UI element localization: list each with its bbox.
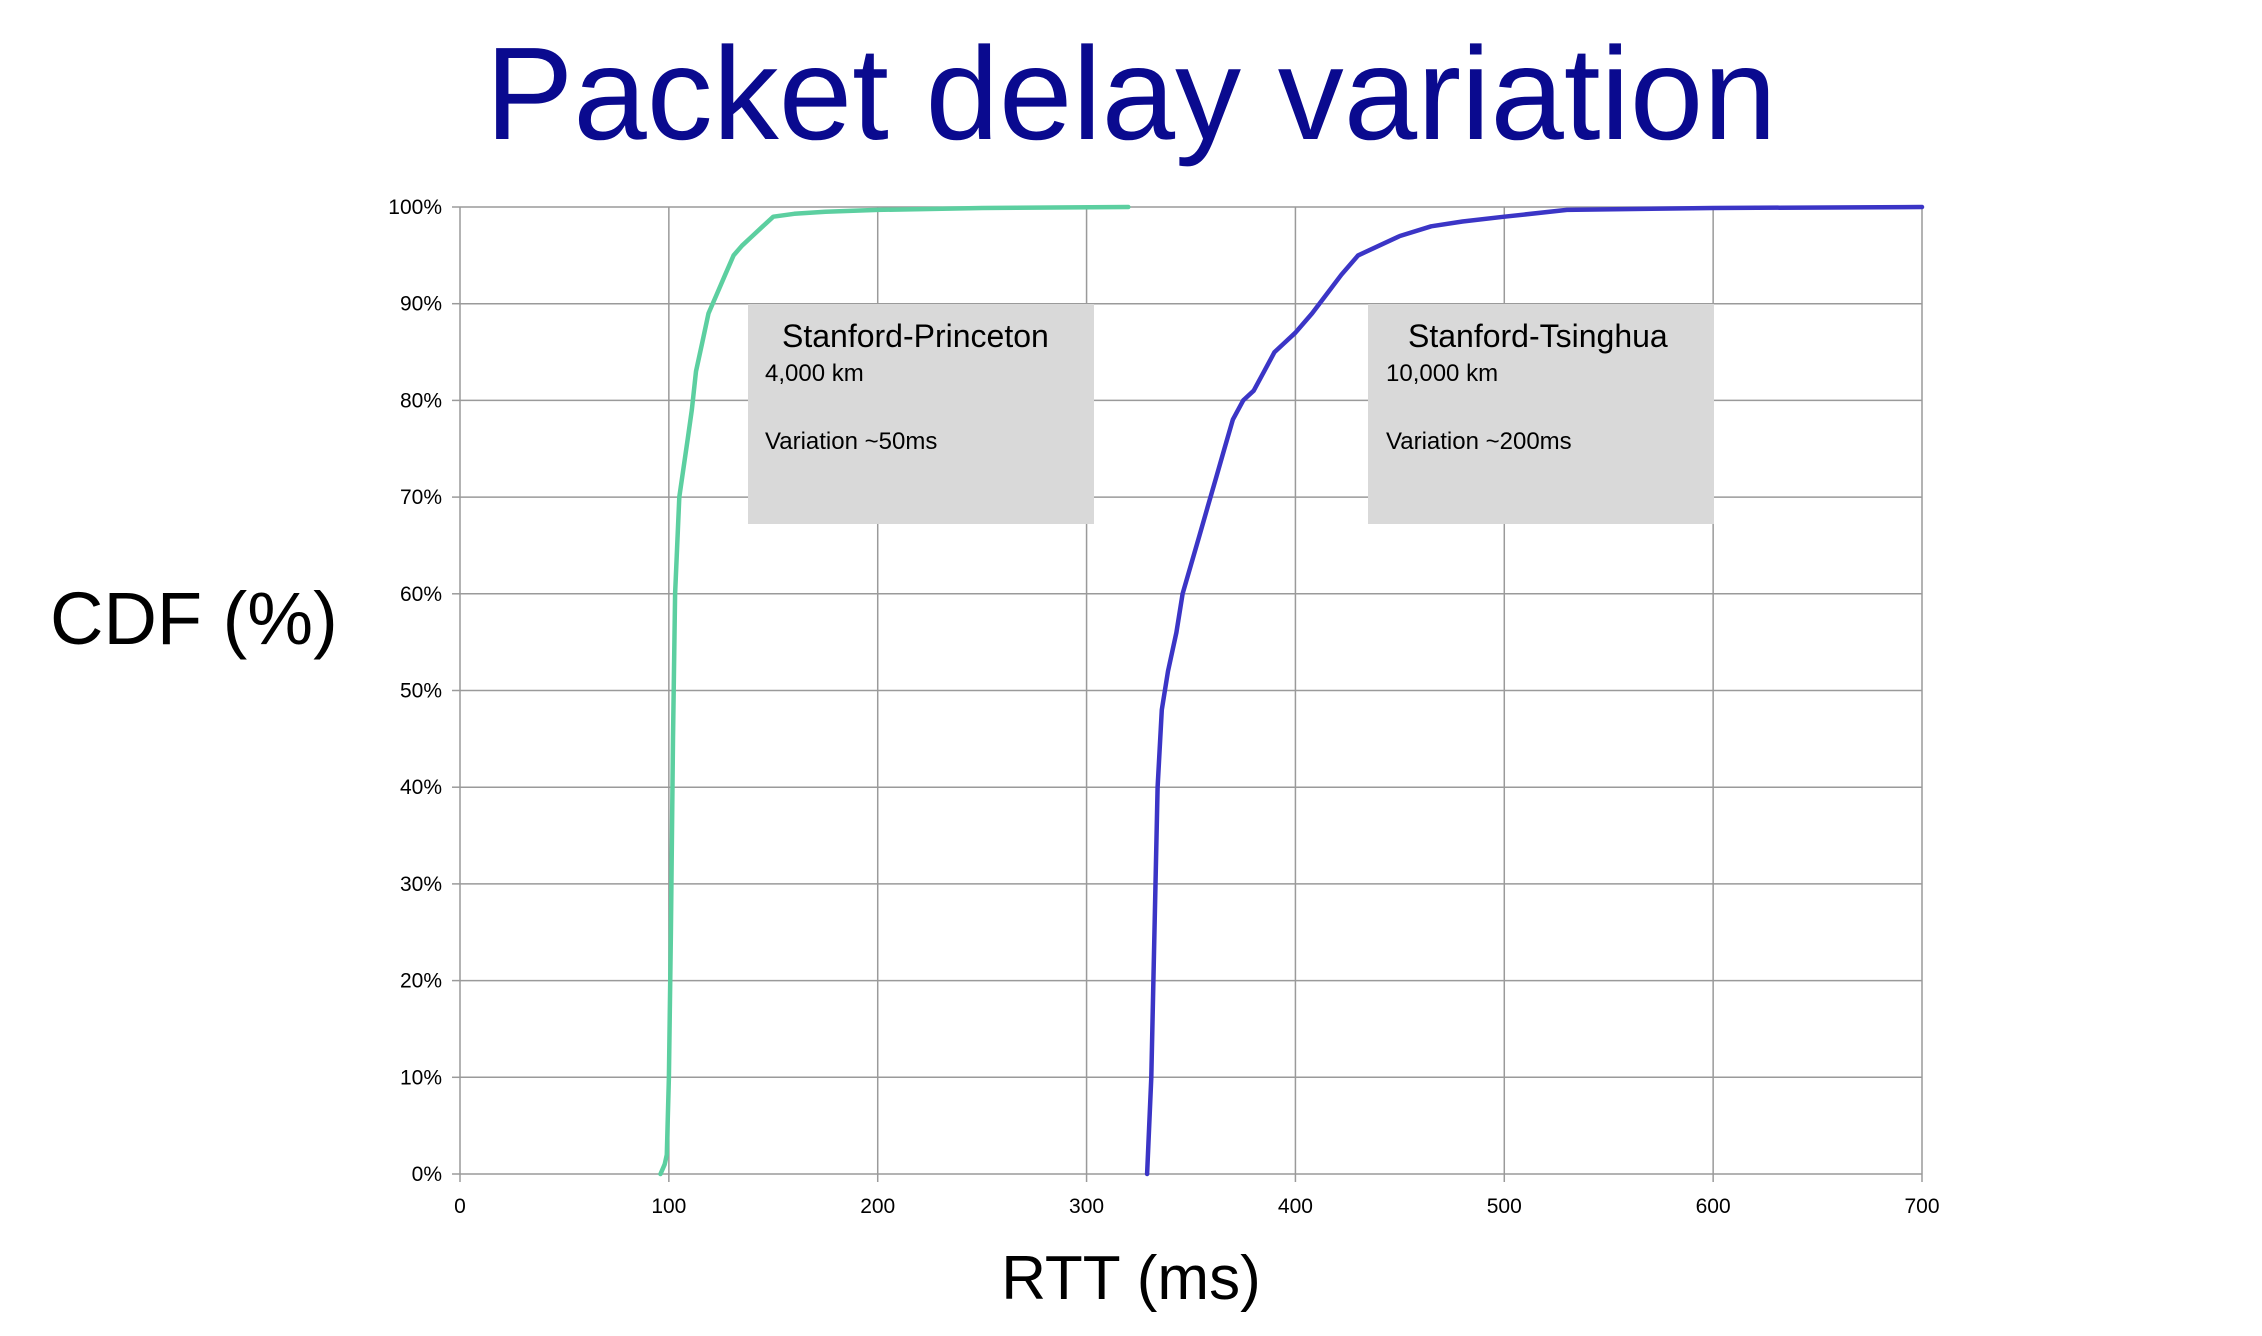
annotation-distance-princeton: 4,000 km [765, 360, 864, 387]
y-tick-label: 60% [400, 583, 442, 606]
y-tick-label: 70% [400, 486, 442, 509]
x-tick-label: 200 [860, 1195, 895, 1218]
y-tick-label: 10% [400, 1066, 442, 1089]
annotation-variation-tsinghua: Variation ~200ms [1386, 428, 1572, 455]
annotation-box-tsinghua: Stanford-Tsinghua 10,000 km Variation ~2… [1368, 304, 1714, 524]
annotation-distance-tsinghua: 10,000 km [1386, 360, 1499, 387]
y-tick-label: 100% [388, 196, 442, 219]
y-axis-title: CDF (%) [50, 577, 338, 660]
x-tick-label: 100 [651, 1195, 686, 1218]
y-tick-label: 20% [400, 970, 442, 993]
x-tick-label: 400 [1278, 1195, 1313, 1218]
slide-title: Packet delay variation [485, 20, 1777, 167]
annotation-box-princeton: Stanford-Princeton 4,000 km Variation ~5… [748, 304, 1094, 524]
y-tick-label: 30% [400, 873, 442, 896]
y-tick-label: 90% [400, 293, 442, 316]
x-tick-label: 500 [1487, 1195, 1522, 1218]
series-line-stanford-tsinghua [1144, 204, 1925, 1177]
x-tick-label: 600 [1696, 1195, 1731, 1218]
annotation-title-tsinghua: Stanford-Tsinghua [1408, 318, 1668, 354]
y-tick-label: 80% [400, 389, 442, 412]
y-tick-label: 0% [412, 1163, 442, 1186]
x-tick-label: 300 [1069, 1195, 1104, 1218]
y-tick-label: 40% [400, 776, 442, 799]
y-tick-label: 50% [400, 680, 442, 703]
x-axis-title: RTT (ms) [1001, 1244, 1261, 1313]
x-tick-label: 700 [1904, 1195, 1939, 1218]
x-tick-label: 0 [454, 1195, 466, 1218]
annotation-title-princeton: Stanford-Princeton [782, 318, 1049, 354]
series-line-stanford-princeton [658, 204, 1131, 1177]
annotation-variation-princeton: Variation ~50ms [765, 428, 938, 455]
